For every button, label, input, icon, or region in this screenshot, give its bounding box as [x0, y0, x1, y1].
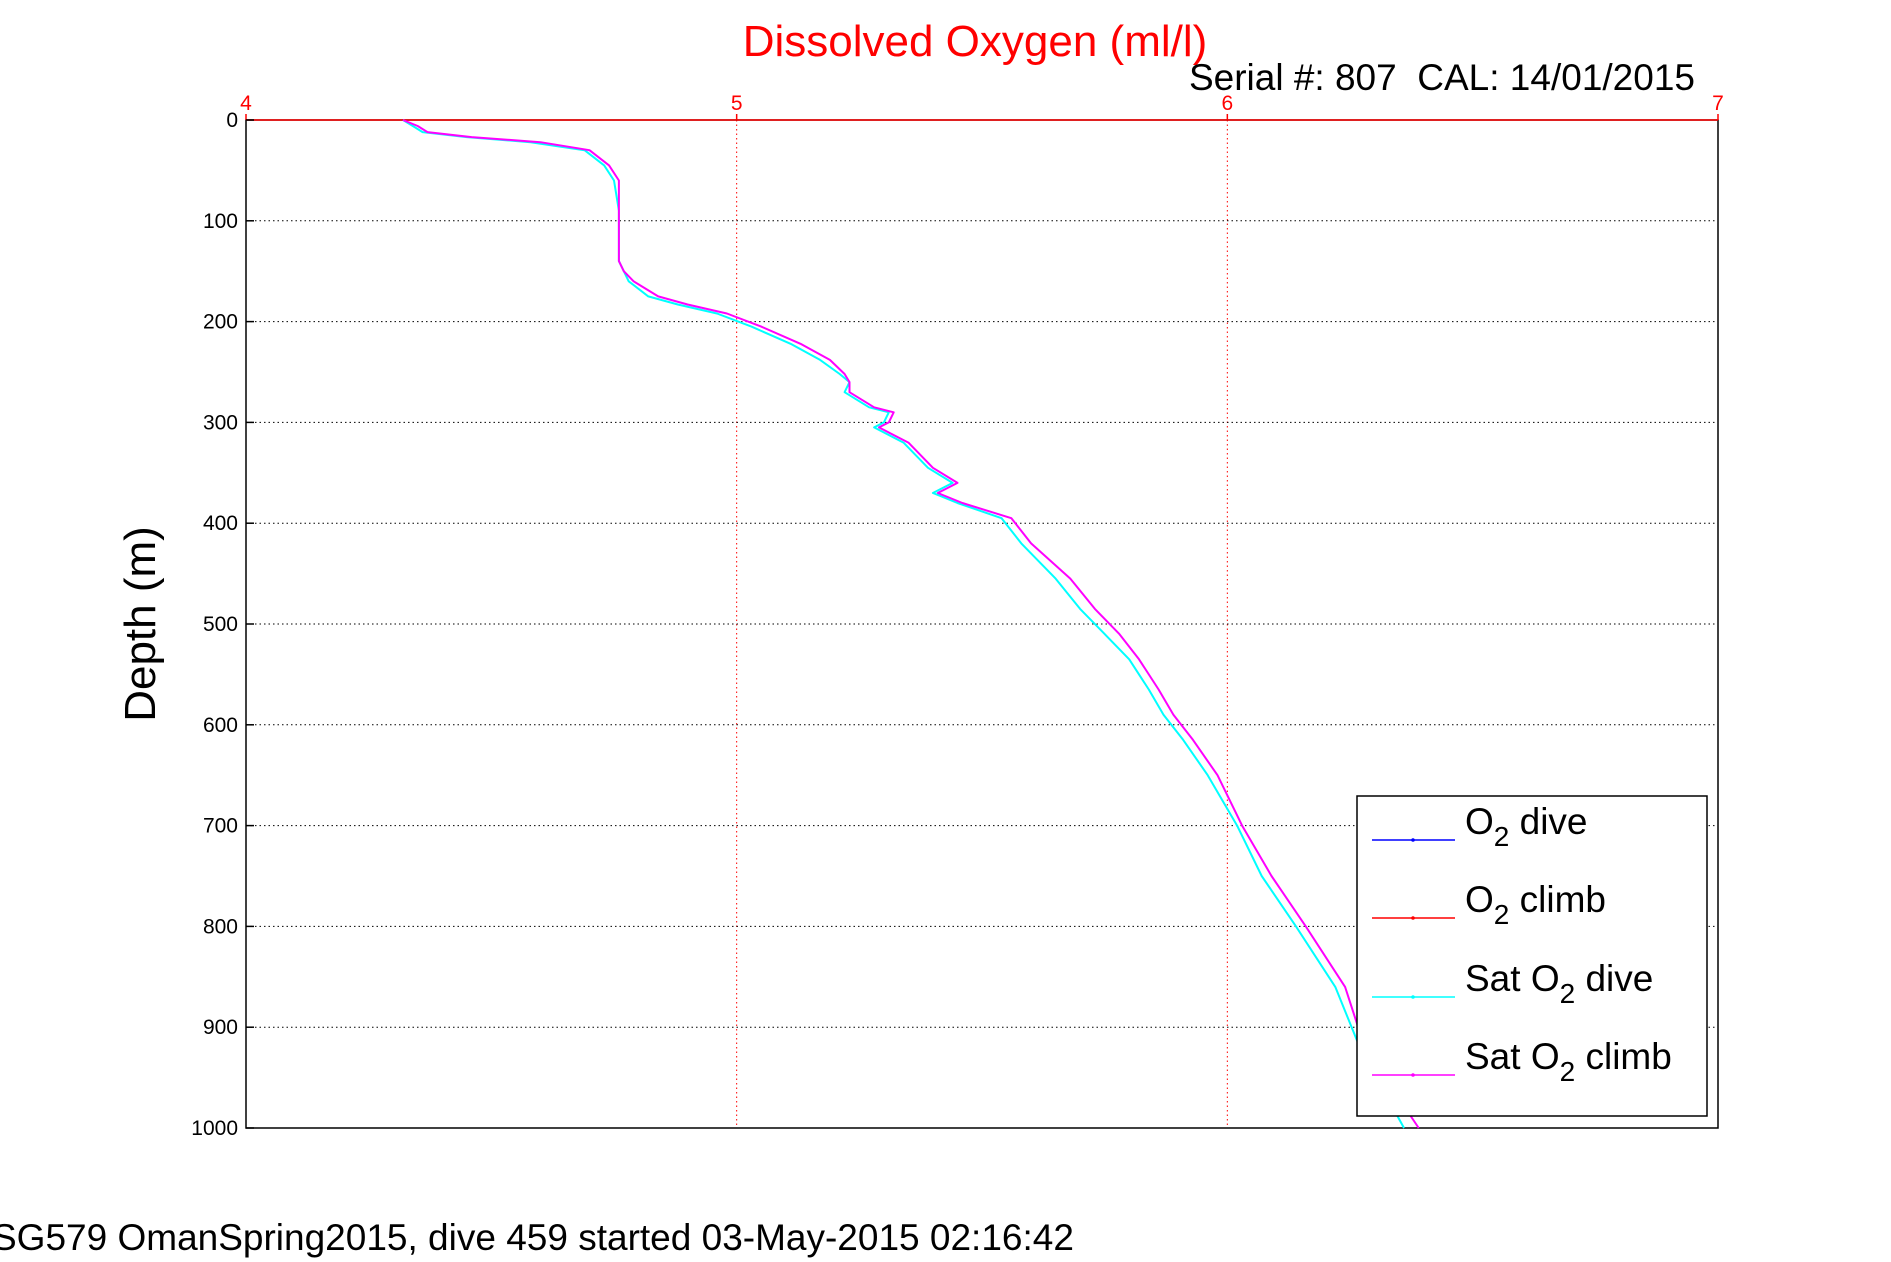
legend-label-prefix: Sat O — [1465, 958, 1560, 999]
legend-label-suffix: dive — [1575, 958, 1653, 999]
legend-label-subscript: 2 — [1560, 1056, 1576, 1087]
legend-label-suffix: climb — [1509, 879, 1606, 920]
y-tick-label: 800 — [203, 915, 238, 938]
legend-label-2: Sat O2 dive — [1465, 958, 1653, 1009]
legend-label-prefix: O — [1465, 879, 1494, 920]
y-tick-label: 100 — [203, 210, 238, 233]
y-ticks: 0 100 200 300 400 500 600 700 800 900 1000 — [191, 109, 254, 1140]
y-tick-label: 600 — [203, 714, 238, 737]
legend-label-3: Sat O2 climb — [1465, 1036, 1672, 1087]
series-lines — [402, 119, 1420, 1129]
x-tick-label: 4 — [240, 92, 252, 115]
legend-marker-3 — [1411, 1073, 1415, 1077]
y-tick-label: 700 — [203, 815, 238, 838]
y-tick-label: 300 — [203, 411, 238, 434]
legend-marker-2 — [1411, 995, 1415, 999]
series-line-3 — [402, 119, 1420, 1129]
legend-label-0: O2 dive — [1465, 801, 1588, 852]
x-tick-label: 5 — [731, 92, 743, 115]
y-tick-label: 400 — [203, 512, 238, 535]
legend-label-subscript: 2 — [1494, 899, 1510, 930]
chart-subtitle: Serial #: 807 CAL: 14/01/2015 — [1189, 57, 1695, 98]
legend-label-subscript: 2 — [1494, 821, 1510, 852]
y-tick-label: 200 — [203, 311, 238, 334]
legend-label-suffix: dive — [1509, 801, 1587, 842]
legend-label-subscript: 2 — [1560, 978, 1576, 1009]
chart-title: Dissolved Oxygen (ml/l) — [743, 17, 1208, 66]
legend-marker-1 — [1411, 916, 1415, 920]
legend-label-prefix: Sat O — [1465, 1036, 1560, 1077]
legend-label-suffix: climb — [1575, 1036, 1672, 1077]
y-tick-label: 900 — [203, 1016, 238, 1039]
legend-label-prefix: O — [1465, 801, 1494, 842]
x-tick-label: 6 — [1221, 92, 1233, 115]
legend-marker-0 — [1411, 838, 1415, 842]
legend-box — [1356, 795, 1708, 1117]
y-tick-label: 500 — [203, 613, 238, 636]
y-axis-label: Depth (m) — [116, 526, 165, 722]
x-tick-label: 7 — [1712, 92, 1724, 115]
y-tick-label: 1000 — [191, 1117, 238, 1140]
series-line-2 — [402, 119, 1405, 1129]
legend-label-1: O2 climb — [1465, 879, 1606, 930]
y-tick-label: 0 — [226, 109, 238, 132]
footer-caption: SG579 OmanSpring2015, dive 459 started 0… — [0, 1217, 1074, 1258]
x-ticks: 4 5 6 7 — [240, 92, 1724, 120]
